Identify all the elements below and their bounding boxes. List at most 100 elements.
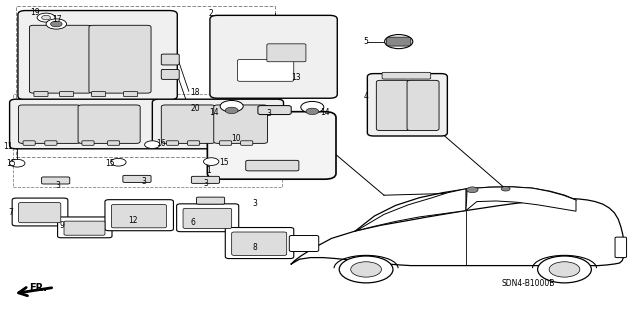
Circle shape: [225, 107, 238, 114]
FancyBboxPatch shape: [45, 141, 57, 145]
FancyBboxPatch shape: [23, 141, 35, 145]
Text: 14: 14: [209, 108, 219, 117]
FancyBboxPatch shape: [191, 176, 220, 183]
Text: 12: 12: [128, 216, 138, 225]
FancyBboxPatch shape: [207, 112, 336, 179]
Text: 3: 3: [55, 181, 60, 190]
Text: 19: 19: [30, 8, 40, 17]
Text: 15: 15: [219, 158, 228, 167]
Text: 2: 2: [209, 9, 213, 18]
FancyBboxPatch shape: [111, 204, 166, 228]
FancyBboxPatch shape: [60, 92, 74, 97]
Text: 3: 3: [141, 177, 147, 186]
Circle shape: [501, 187, 510, 191]
Text: 17: 17: [52, 15, 62, 24]
FancyBboxPatch shape: [196, 197, 225, 204]
FancyBboxPatch shape: [188, 141, 200, 145]
FancyBboxPatch shape: [376, 80, 410, 131]
FancyBboxPatch shape: [12, 198, 68, 226]
FancyBboxPatch shape: [241, 141, 253, 145]
Circle shape: [10, 159, 25, 167]
Text: 6: 6: [191, 218, 196, 227]
FancyBboxPatch shape: [387, 37, 411, 46]
FancyBboxPatch shape: [210, 15, 337, 98]
FancyBboxPatch shape: [105, 200, 173, 231]
FancyBboxPatch shape: [152, 99, 284, 149]
Text: 16: 16: [156, 139, 166, 148]
FancyBboxPatch shape: [18, 11, 177, 100]
FancyBboxPatch shape: [19, 105, 81, 143]
FancyBboxPatch shape: [237, 60, 294, 81]
FancyBboxPatch shape: [183, 208, 232, 228]
Text: 3: 3: [204, 179, 209, 188]
Text: SDN4-B1000B: SDN4-B1000B: [501, 279, 555, 288]
Polygon shape: [466, 187, 576, 211]
Circle shape: [46, 19, 67, 29]
Circle shape: [51, 21, 62, 27]
FancyBboxPatch shape: [220, 141, 232, 145]
FancyBboxPatch shape: [407, 80, 439, 131]
FancyBboxPatch shape: [258, 106, 291, 115]
FancyBboxPatch shape: [161, 69, 179, 79]
FancyBboxPatch shape: [232, 232, 287, 255]
Text: 1: 1: [207, 166, 211, 175]
Text: 10: 10: [232, 134, 241, 143]
Circle shape: [145, 141, 160, 148]
Circle shape: [306, 108, 319, 115]
Circle shape: [538, 256, 591, 283]
FancyBboxPatch shape: [78, 105, 140, 143]
FancyBboxPatch shape: [289, 236, 319, 252]
Circle shape: [37, 13, 55, 22]
FancyBboxPatch shape: [19, 203, 61, 223]
Text: 7: 7: [8, 208, 13, 217]
Text: 20: 20: [190, 104, 200, 113]
Text: FR.: FR.: [29, 283, 47, 293]
FancyBboxPatch shape: [82, 141, 94, 145]
FancyBboxPatch shape: [615, 237, 627, 258]
FancyBboxPatch shape: [367, 74, 447, 136]
FancyBboxPatch shape: [124, 92, 138, 97]
FancyBboxPatch shape: [58, 217, 112, 238]
Bar: [16, 6, 275, 157]
FancyBboxPatch shape: [166, 141, 179, 145]
FancyBboxPatch shape: [177, 204, 239, 232]
FancyBboxPatch shape: [161, 54, 179, 65]
FancyBboxPatch shape: [108, 141, 120, 145]
Circle shape: [42, 15, 51, 20]
FancyBboxPatch shape: [92, 92, 106, 97]
FancyBboxPatch shape: [246, 160, 299, 171]
FancyBboxPatch shape: [267, 44, 306, 62]
Text: 15: 15: [106, 159, 115, 168]
Circle shape: [385, 35, 413, 49]
Text: 3: 3: [252, 199, 257, 208]
Text: 3: 3: [266, 109, 271, 118]
Text: 9: 9: [60, 221, 65, 230]
FancyBboxPatch shape: [123, 175, 151, 182]
Circle shape: [351, 262, 381, 277]
Text: 18: 18: [190, 88, 200, 97]
FancyBboxPatch shape: [89, 25, 151, 93]
Circle shape: [339, 256, 393, 283]
Text: 15: 15: [6, 159, 16, 168]
Bar: [13, 94, 282, 187]
FancyBboxPatch shape: [225, 228, 294, 259]
FancyBboxPatch shape: [42, 177, 70, 184]
FancyBboxPatch shape: [161, 105, 215, 143]
Circle shape: [220, 100, 243, 112]
Circle shape: [549, 262, 580, 277]
FancyBboxPatch shape: [10, 99, 160, 149]
FancyBboxPatch shape: [29, 25, 92, 93]
FancyBboxPatch shape: [64, 221, 105, 235]
Circle shape: [301, 101, 324, 113]
FancyBboxPatch shape: [382, 72, 431, 79]
Text: 5: 5: [363, 37, 368, 46]
Circle shape: [204, 158, 219, 165]
Circle shape: [467, 187, 478, 193]
FancyBboxPatch shape: [214, 105, 268, 143]
Polygon shape: [355, 189, 466, 231]
Text: 4: 4: [363, 92, 368, 101]
Text: 11: 11: [3, 142, 13, 151]
Text: 14: 14: [320, 108, 330, 117]
FancyBboxPatch shape: [34, 92, 48, 97]
Circle shape: [111, 158, 126, 166]
